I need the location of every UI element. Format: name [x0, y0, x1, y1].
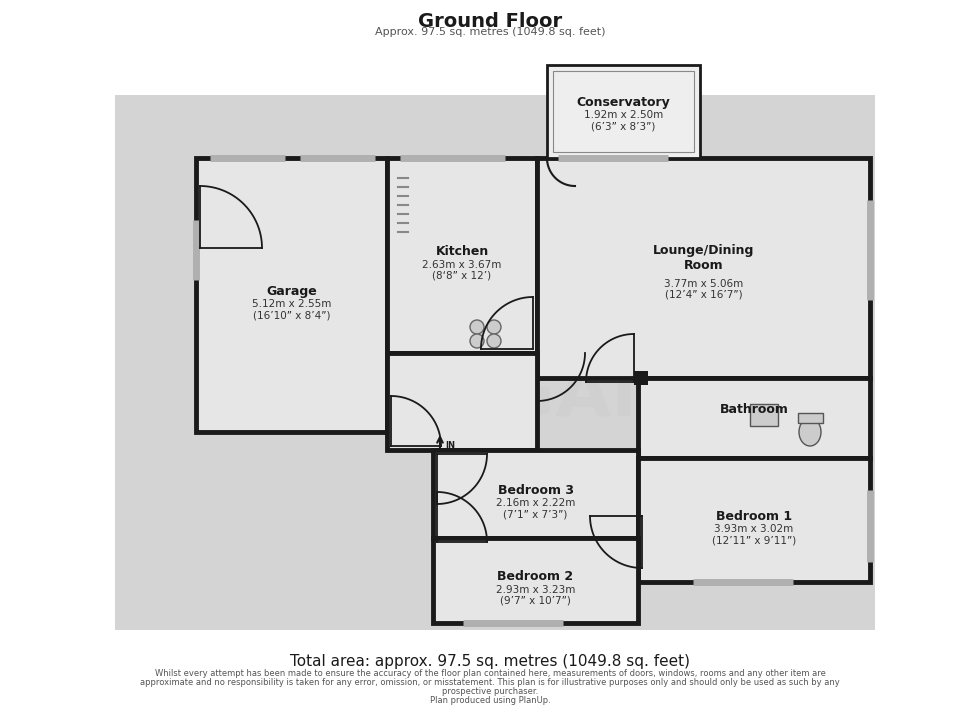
Text: Conservatory: Conservatory [576, 96, 670, 109]
Text: Bedroom 3: Bedroom 3 [498, 483, 573, 496]
Text: Total area: approx. 97.5 sq. metres (1049.8 sq. feet): Total area: approx. 97.5 sq. metres (104… [290, 654, 690, 669]
Bar [638, 458, 870, 582]
Text: approximate and no responsibility is taken for any error, omission, or misstatem: approximate and no responsibility is tak… [140, 678, 840, 687]
Text: Ground Floor: Ground Floor [417, 12, 563, 31]
Text: Garage: Garage [267, 285, 317, 298]
Text: IN: IN [445, 441, 455, 450]
Text: prospective purchaser.: prospective purchaser. [442, 687, 538, 696]
Text: Lounge/Dining
Room: Lounge/Dining Room [653, 244, 755, 271]
Circle shape [487, 320, 501, 334]
Text: (8‘8” x 12’): (8‘8” x 12’) [432, 271, 492, 281]
Text: 1.92m x 2.50m: 1.92m x 2.50m [584, 110, 663, 120]
Bar [634, 371, 648, 385]
Text: (9’7” x 10’7”): (9’7” x 10’7”) [500, 596, 571, 606]
Text: 2.93m x 3.23m: 2.93m x 3.23m [496, 585, 575, 595]
Text: (7’1” x 7’3”): (7’1” x 7’3”) [504, 509, 567, 519]
Text: (12’11” x 9’11”): (12’11” x 9’11”) [711, 535, 796, 545]
Text: 2.63m x 3.67m: 2.63m x 3.67m [422, 260, 502, 270]
Bar [553, 71, 694, 152]
Circle shape [470, 320, 484, 334]
Circle shape [487, 334, 501, 348]
Text: 5.12m x 2.55m: 5.12m x 2.55m [252, 299, 331, 309]
Bar [387, 158, 537, 353]
Bar [750, 404, 778, 426]
Bar [798, 413, 823, 423]
Bar [387, 353, 537, 450]
Text: Bedroom 2: Bedroom 2 [498, 570, 573, 583]
Bar [433, 450, 638, 538]
Text: 3.77m x 5.06m: 3.77m x 5.06m [663, 278, 743, 288]
Ellipse shape [799, 418, 821, 446]
Text: Plan produced using PlanUp.: Plan produced using PlanUp. [429, 696, 551, 705]
Text: (6’3” x 8’3”): (6’3” x 8’3”) [591, 122, 656, 132]
Text: 2.16m x 2.22m: 2.16m x 2.22m [496, 498, 575, 508]
Bar [537, 158, 870, 378]
Text: (12’4” x 16’7”): (12’4” x 16’7”) [664, 290, 742, 300]
Text: Kitchen: Kitchen [435, 245, 489, 258]
Bar [115, 95, 875, 630]
Bar [638, 378, 870, 458]
Bar [547, 65, 700, 158]
Text: 3.93m x 3.02m: 3.93m x 3.02m [714, 524, 794, 534]
Text: MARTIN
MORGAN: MARTIN MORGAN [308, 283, 672, 431]
Bar [433, 538, 638, 623]
Text: (16’10” x 8’4”): (16’10” x 8’4”) [253, 310, 330, 320]
Text: Bedroom 1: Bedroom 1 [716, 510, 792, 523]
Text: Bathroom: Bathroom [719, 402, 789, 416]
Text: Whilst every attempt has been made to ensure the accuracy of the floor plan cont: Whilst every attempt has been made to en… [155, 669, 825, 678]
Text: Approx. 97.5 sq. metres (1049.8 sq. feet): Approx. 97.5 sq. metres (1049.8 sq. feet… [374, 27, 606, 37]
Bar [196, 158, 387, 432]
Circle shape [470, 334, 484, 348]
